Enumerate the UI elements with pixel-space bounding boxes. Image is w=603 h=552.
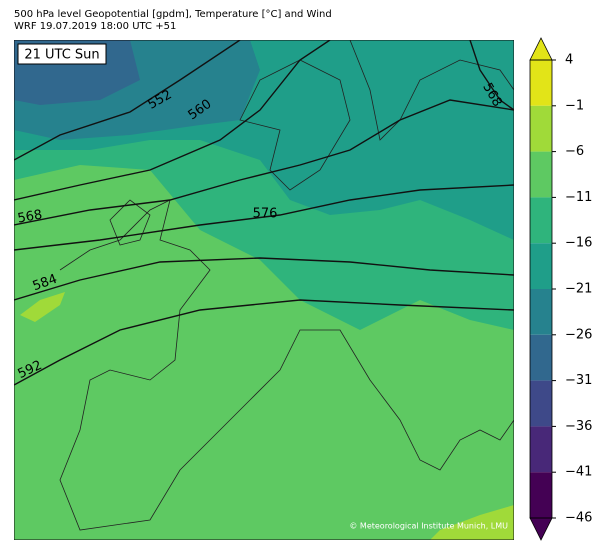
- contour-label: 576: [253, 207, 278, 222]
- copyright: © Meteorological Institute Munich, LMU: [349, 522, 508, 531]
- colorbar-tick-label: −6: [565, 144, 584, 159]
- map: [14, 40, 514, 540]
- field-warm: [20, 292, 65, 322]
- field-warm: [430, 505, 514, 540]
- colorbar-tick-label: −41: [565, 465, 592, 480]
- colorbar-extend-bottom: [529, 517, 553, 541]
- contour: [14, 40, 331, 201]
- contour: [14, 99, 514, 226]
- colorbar-tick-label: −21: [565, 282, 592, 297]
- coastline: [109, 199, 151, 246]
- colorbar-tick-label: −16: [565, 236, 592, 251]
- colorbar-tick-label: −31: [565, 373, 592, 388]
- colorbar-tick-label: −26: [565, 327, 592, 342]
- contour: [14, 40, 241, 161]
- colorbar-segment: [530, 334, 552, 381]
- colorbar-extend-top: [529, 37, 553, 61]
- colorbar-tick-label: −36: [565, 419, 592, 434]
- coastline: [239, 59, 351, 191]
- title: 500 hPa level Geopotential [gpdm], Tempe…: [14, 9, 332, 20]
- time-label: 21 UTC Sun: [24, 48, 99, 63]
- colorbar-segment: [530, 197, 552, 244]
- colorbar-segment: [530, 380, 552, 427]
- coastline: [349, 40, 514, 141]
- colorbar-segment: [530, 472, 552, 518]
- colorbar-segment: [530, 105, 552, 152]
- contour: [469, 40, 514, 111]
- coastline: [59, 199, 514, 531]
- contour: [14, 184, 514, 251]
- subtitle: WRF 19.07.2019 18:00 UTC +51: [14, 21, 176, 32]
- colorbar-segment: [530, 289, 552, 335]
- colorbar-tick-label: 4: [565, 53, 573, 68]
- time-box: [17, 43, 107, 65]
- colorbar-segment: [530, 151, 552, 198]
- colorbar-segment: [530, 426, 552, 473]
- colorbar-tick-label: −11: [565, 190, 592, 205]
- contour-label: 568: [16, 207, 43, 226]
- contour: [14, 257, 514, 301]
- colorbar-segment: [530, 60, 552, 106]
- colorbar-segment: [530, 243, 552, 289]
- colorbar-tick-label: −46: [565, 511, 592, 526]
- contour: [14, 299, 514, 386]
- colorbar-tick-label: −1: [565, 98, 584, 113]
